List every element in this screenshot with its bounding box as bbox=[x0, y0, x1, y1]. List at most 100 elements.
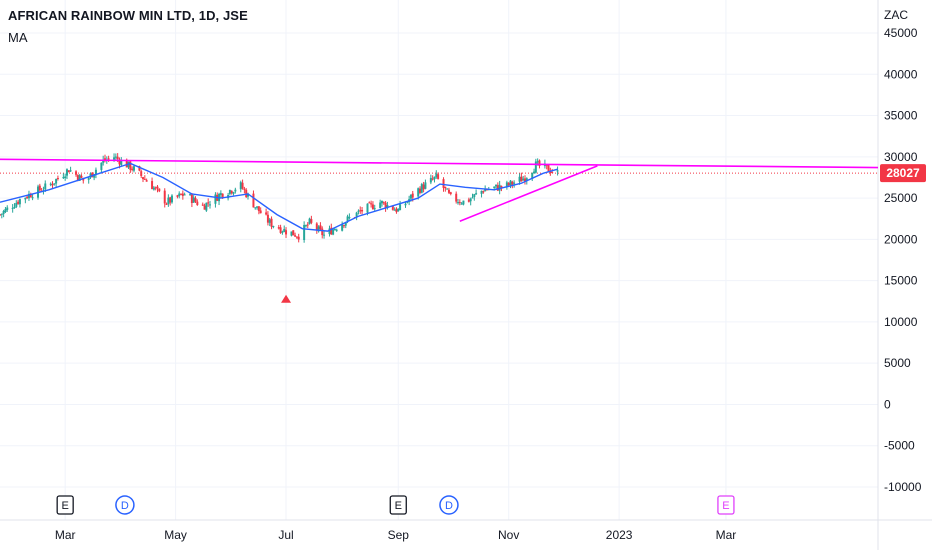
candle-body bbox=[125, 159, 128, 168]
last-price-badge bbox=[880, 164, 926, 183]
candle-body bbox=[431, 178, 434, 180]
candle-body bbox=[455, 193, 458, 202]
candle-body bbox=[91, 172, 94, 178]
candle-body bbox=[252, 193, 255, 208]
candle-body bbox=[281, 231, 284, 233]
currency-label: ZAC bbox=[884, 8, 908, 22]
candle-body bbox=[458, 202, 461, 204]
candle-body bbox=[143, 178, 146, 180]
moving-average-path bbox=[0, 162, 558, 232]
candle-body bbox=[319, 225, 322, 230]
candle-body bbox=[498, 184, 501, 191]
candle-body bbox=[0, 213, 3, 215]
candle-body bbox=[406, 201, 409, 203]
candle-body bbox=[207, 202, 210, 204]
candle-body bbox=[11, 207, 14, 209]
price-tick-label: 10000 bbox=[884, 315, 918, 329]
candle-body bbox=[140, 171, 143, 176]
candle-body bbox=[496, 185, 499, 191]
candle-body bbox=[94, 169, 97, 175]
candle-body bbox=[270, 218, 273, 227]
candle-body bbox=[163, 190, 166, 204]
candle-body bbox=[75, 171, 78, 175]
candle-body bbox=[118, 159, 121, 165]
chart-title[interactable]: AFRICAN RAINBOW MIN LTD, 1D, JSE bbox=[8, 8, 248, 23]
candle-body bbox=[399, 204, 402, 211]
candle-body bbox=[196, 201, 199, 205]
candle-body bbox=[272, 226, 275, 228]
candle-body bbox=[484, 189, 487, 192]
candle-body bbox=[536, 161, 539, 163]
price-tick-label: 0 bbox=[884, 397, 891, 411]
candle-body bbox=[55, 178, 58, 184]
candle-body bbox=[370, 203, 373, 205]
candle-body bbox=[145, 180, 148, 182]
candle-body bbox=[460, 203, 463, 205]
candle-body bbox=[295, 236, 298, 238]
price-tick-label: 5000 bbox=[884, 356, 911, 370]
candle-body bbox=[44, 183, 47, 190]
candle-body bbox=[279, 227, 282, 233]
candle-body bbox=[505, 182, 508, 187]
candle-body bbox=[292, 230, 295, 236]
candle-body bbox=[520, 176, 523, 182]
candle-body bbox=[114, 156, 117, 158]
candle-body bbox=[379, 202, 382, 209]
candle-body bbox=[190, 194, 193, 203]
price-axis[interactable]: 45000 40000 35000 30000 25000 20000 15000 10000… bbox=[884, 26, 922, 494]
candle-body bbox=[142, 177, 145, 179]
candle-body bbox=[51, 183, 54, 186]
time-axis[interactable]: Mar May Jul Sep Nov 2023 Mar bbox=[55, 528, 736, 542]
earnings-event-icon bbox=[56, 495, 74, 515]
candle-body bbox=[446, 188, 449, 190]
candle-body bbox=[241, 182, 244, 189]
candle-body bbox=[467, 199, 470, 202]
candle-body bbox=[156, 186, 159, 189]
candle-body bbox=[418, 188, 421, 193]
candle-body bbox=[346, 216, 349, 222]
candle-body bbox=[469, 198, 472, 202]
candle-body bbox=[482, 191, 485, 193]
candle-body bbox=[513, 182, 516, 184]
candle-body bbox=[355, 212, 358, 217]
dividend-event-icon bbox=[115, 495, 135, 515]
candle-body bbox=[18, 199, 21, 205]
indicator-label[interactable]: MA bbox=[8, 30, 28, 45]
price-tick-label: 40000 bbox=[884, 67, 918, 81]
candle-body bbox=[393, 209, 396, 211]
candle-body bbox=[17, 201, 20, 204]
candle-body bbox=[27, 193, 30, 199]
candle-body bbox=[386, 205, 389, 209]
candle-body bbox=[13, 207, 16, 209]
candle-body bbox=[243, 188, 246, 190]
candle-body bbox=[26, 196, 29, 198]
candle-body bbox=[201, 204, 204, 206]
candle-body bbox=[103, 158, 106, 161]
candle-body bbox=[315, 223, 318, 231]
candle-body bbox=[178, 193, 181, 197]
candle-body bbox=[518, 176, 521, 182]
candle-body bbox=[239, 182, 242, 190]
event-label: D bbox=[121, 500, 129, 512]
candle-body bbox=[493, 186, 496, 189]
candle-body bbox=[62, 177, 65, 179]
candle-body bbox=[495, 184, 498, 187]
candle-body bbox=[480, 190, 483, 194]
candle-body bbox=[422, 184, 425, 190]
time-tick-label: Mar bbox=[55, 528, 76, 542]
candle-body bbox=[523, 178, 526, 182]
candle-body bbox=[138, 166, 141, 171]
candle-body bbox=[230, 190, 233, 194]
candle-body bbox=[473, 194, 476, 198]
candle-body bbox=[247, 193, 250, 197]
candle-body bbox=[205, 202, 208, 211]
candle-body bbox=[500, 185, 503, 188]
candle-body bbox=[24, 197, 27, 200]
candle-body bbox=[333, 229, 336, 231]
candle-body bbox=[359, 210, 362, 212]
candle-body bbox=[522, 178, 525, 181]
candle-body bbox=[69, 170, 72, 172]
candle-body bbox=[93, 174, 96, 178]
